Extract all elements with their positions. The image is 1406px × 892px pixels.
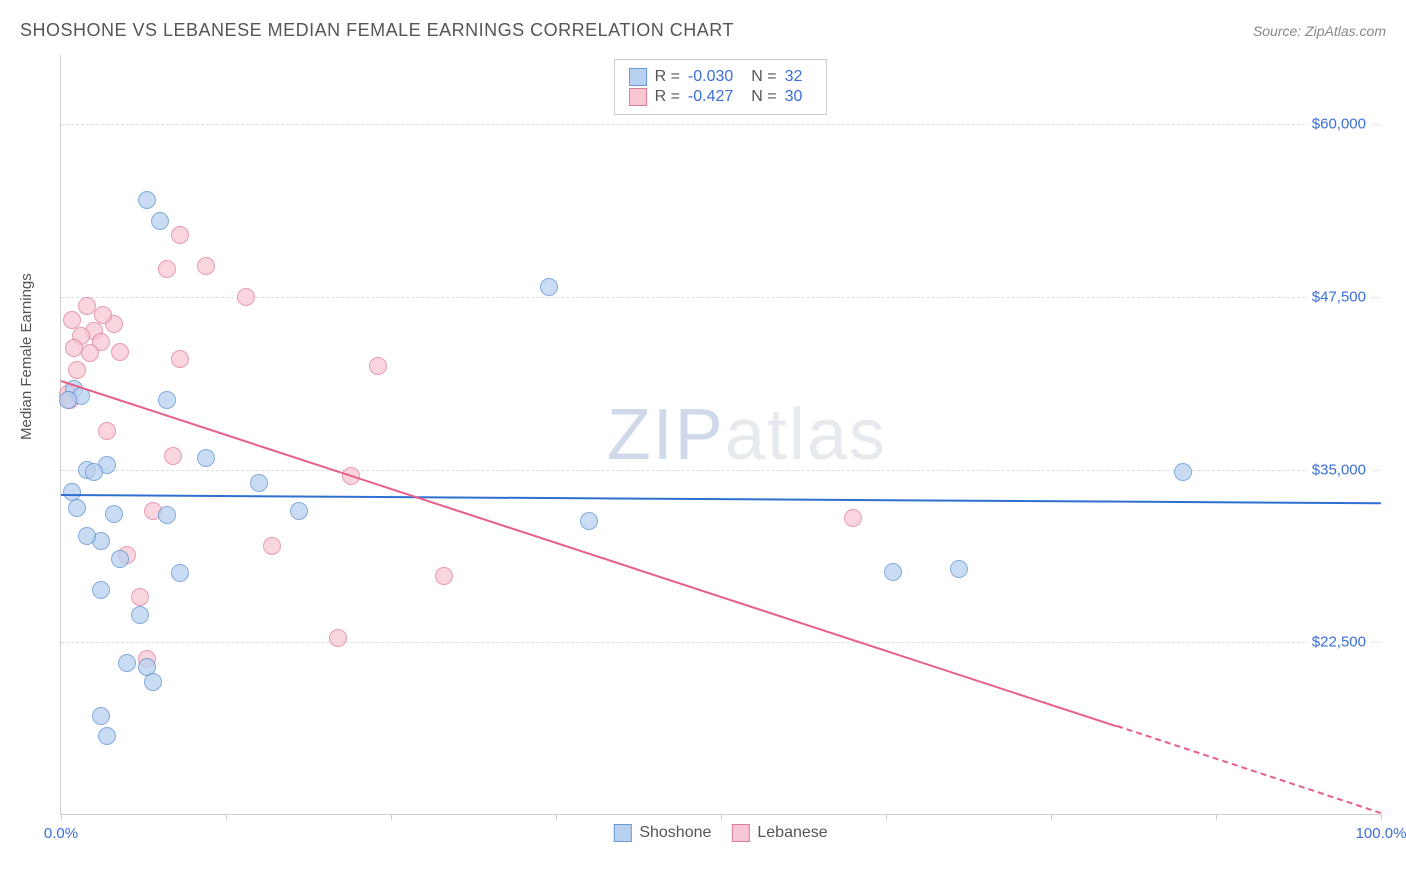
data-point bbox=[98, 422, 116, 440]
data-point bbox=[171, 564, 189, 582]
data-point bbox=[158, 391, 176, 409]
source-attribution: Source: ZipAtlas.com bbox=[1253, 23, 1386, 39]
y-tick-label: $47,500 bbox=[1308, 288, 1370, 305]
data-point bbox=[59, 391, 77, 409]
data-point bbox=[94, 306, 112, 324]
x-tick bbox=[1051, 814, 1052, 820]
data-point bbox=[197, 257, 215, 275]
data-point bbox=[164, 447, 182, 465]
x-tick bbox=[721, 814, 722, 820]
data-point bbox=[250, 474, 268, 492]
series-legend: Shoshone Lebanese bbox=[613, 824, 827, 842]
trend-line bbox=[1117, 725, 1382, 814]
data-point bbox=[263, 537, 281, 555]
data-point bbox=[92, 581, 110, 599]
data-point bbox=[131, 606, 149, 624]
legend-swatch bbox=[613, 824, 631, 842]
data-point bbox=[950, 560, 968, 578]
y-tick-label: $22,500 bbox=[1308, 634, 1370, 651]
data-point bbox=[68, 361, 86, 379]
data-point bbox=[131, 588, 149, 606]
gridline bbox=[61, 642, 1380, 643]
legend-row: R = -0.030N = 32 bbox=[629, 68, 813, 86]
data-point bbox=[92, 707, 110, 725]
data-point bbox=[237, 288, 255, 306]
legend-item: Shoshone bbox=[613, 824, 711, 842]
data-point bbox=[844, 509, 862, 527]
gridline bbox=[61, 124, 1380, 125]
data-point bbox=[151, 212, 169, 230]
watermark: ZIPatlas bbox=[607, 394, 887, 476]
data-point bbox=[329, 629, 347, 647]
data-point bbox=[138, 191, 156, 209]
data-point bbox=[197, 449, 215, 467]
data-point bbox=[63, 311, 81, 329]
data-point bbox=[580, 512, 598, 530]
legend-swatch bbox=[629, 88, 647, 106]
trend-line bbox=[61, 494, 1381, 504]
x-tick bbox=[226, 814, 227, 820]
data-point bbox=[435, 567, 453, 585]
data-point bbox=[290, 502, 308, 520]
data-point bbox=[158, 260, 176, 278]
data-point bbox=[63, 483, 81, 501]
x-tick bbox=[556, 814, 557, 820]
data-point bbox=[78, 527, 96, 545]
x-tick bbox=[391, 814, 392, 820]
data-point bbox=[884, 563, 902, 581]
data-point bbox=[81, 344, 99, 362]
correlation-legend: R = -0.030N = 32 R = -0.427N = 30 bbox=[614, 59, 828, 115]
x-tick bbox=[1216, 814, 1217, 820]
data-point bbox=[105, 505, 123, 523]
data-point bbox=[111, 550, 129, 568]
data-point bbox=[68, 499, 86, 517]
y-axis-label: Median Female Earnings bbox=[18, 273, 35, 440]
data-point bbox=[98, 727, 116, 745]
legend-swatch bbox=[629, 68, 647, 86]
x-tick bbox=[61, 814, 62, 820]
legend-swatch bbox=[731, 824, 749, 842]
x-tick-label: 100.0% bbox=[1356, 825, 1406, 842]
data-point bbox=[144, 673, 162, 691]
data-point bbox=[540, 278, 558, 296]
chart-plot-area: ZIPatlas R = -0.030N = 32 R = -0.427N = 3… bbox=[60, 55, 1380, 815]
data-point bbox=[171, 350, 189, 368]
trend-line bbox=[61, 380, 1118, 727]
gridline bbox=[61, 297, 1380, 298]
y-tick-label: $60,000 bbox=[1308, 116, 1370, 133]
data-point bbox=[158, 506, 176, 524]
x-tick-label: 0.0% bbox=[44, 825, 78, 842]
y-tick-label: $35,000 bbox=[1308, 461, 1370, 478]
x-tick bbox=[886, 814, 887, 820]
data-point bbox=[1174, 463, 1192, 481]
legend-item: Lebanese bbox=[731, 824, 827, 842]
x-tick bbox=[1381, 814, 1382, 820]
data-point bbox=[118, 654, 136, 672]
data-point bbox=[85, 463, 103, 481]
legend-row: R = -0.427N = 30 bbox=[629, 88, 813, 106]
data-point bbox=[171, 226, 189, 244]
data-point bbox=[111, 343, 129, 361]
chart-title: SHOSHONE VS LEBANESE MEDIAN FEMALE EARNI… bbox=[20, 20, 734, 41]
data-point bbox=[369, 357, 387, 375]
